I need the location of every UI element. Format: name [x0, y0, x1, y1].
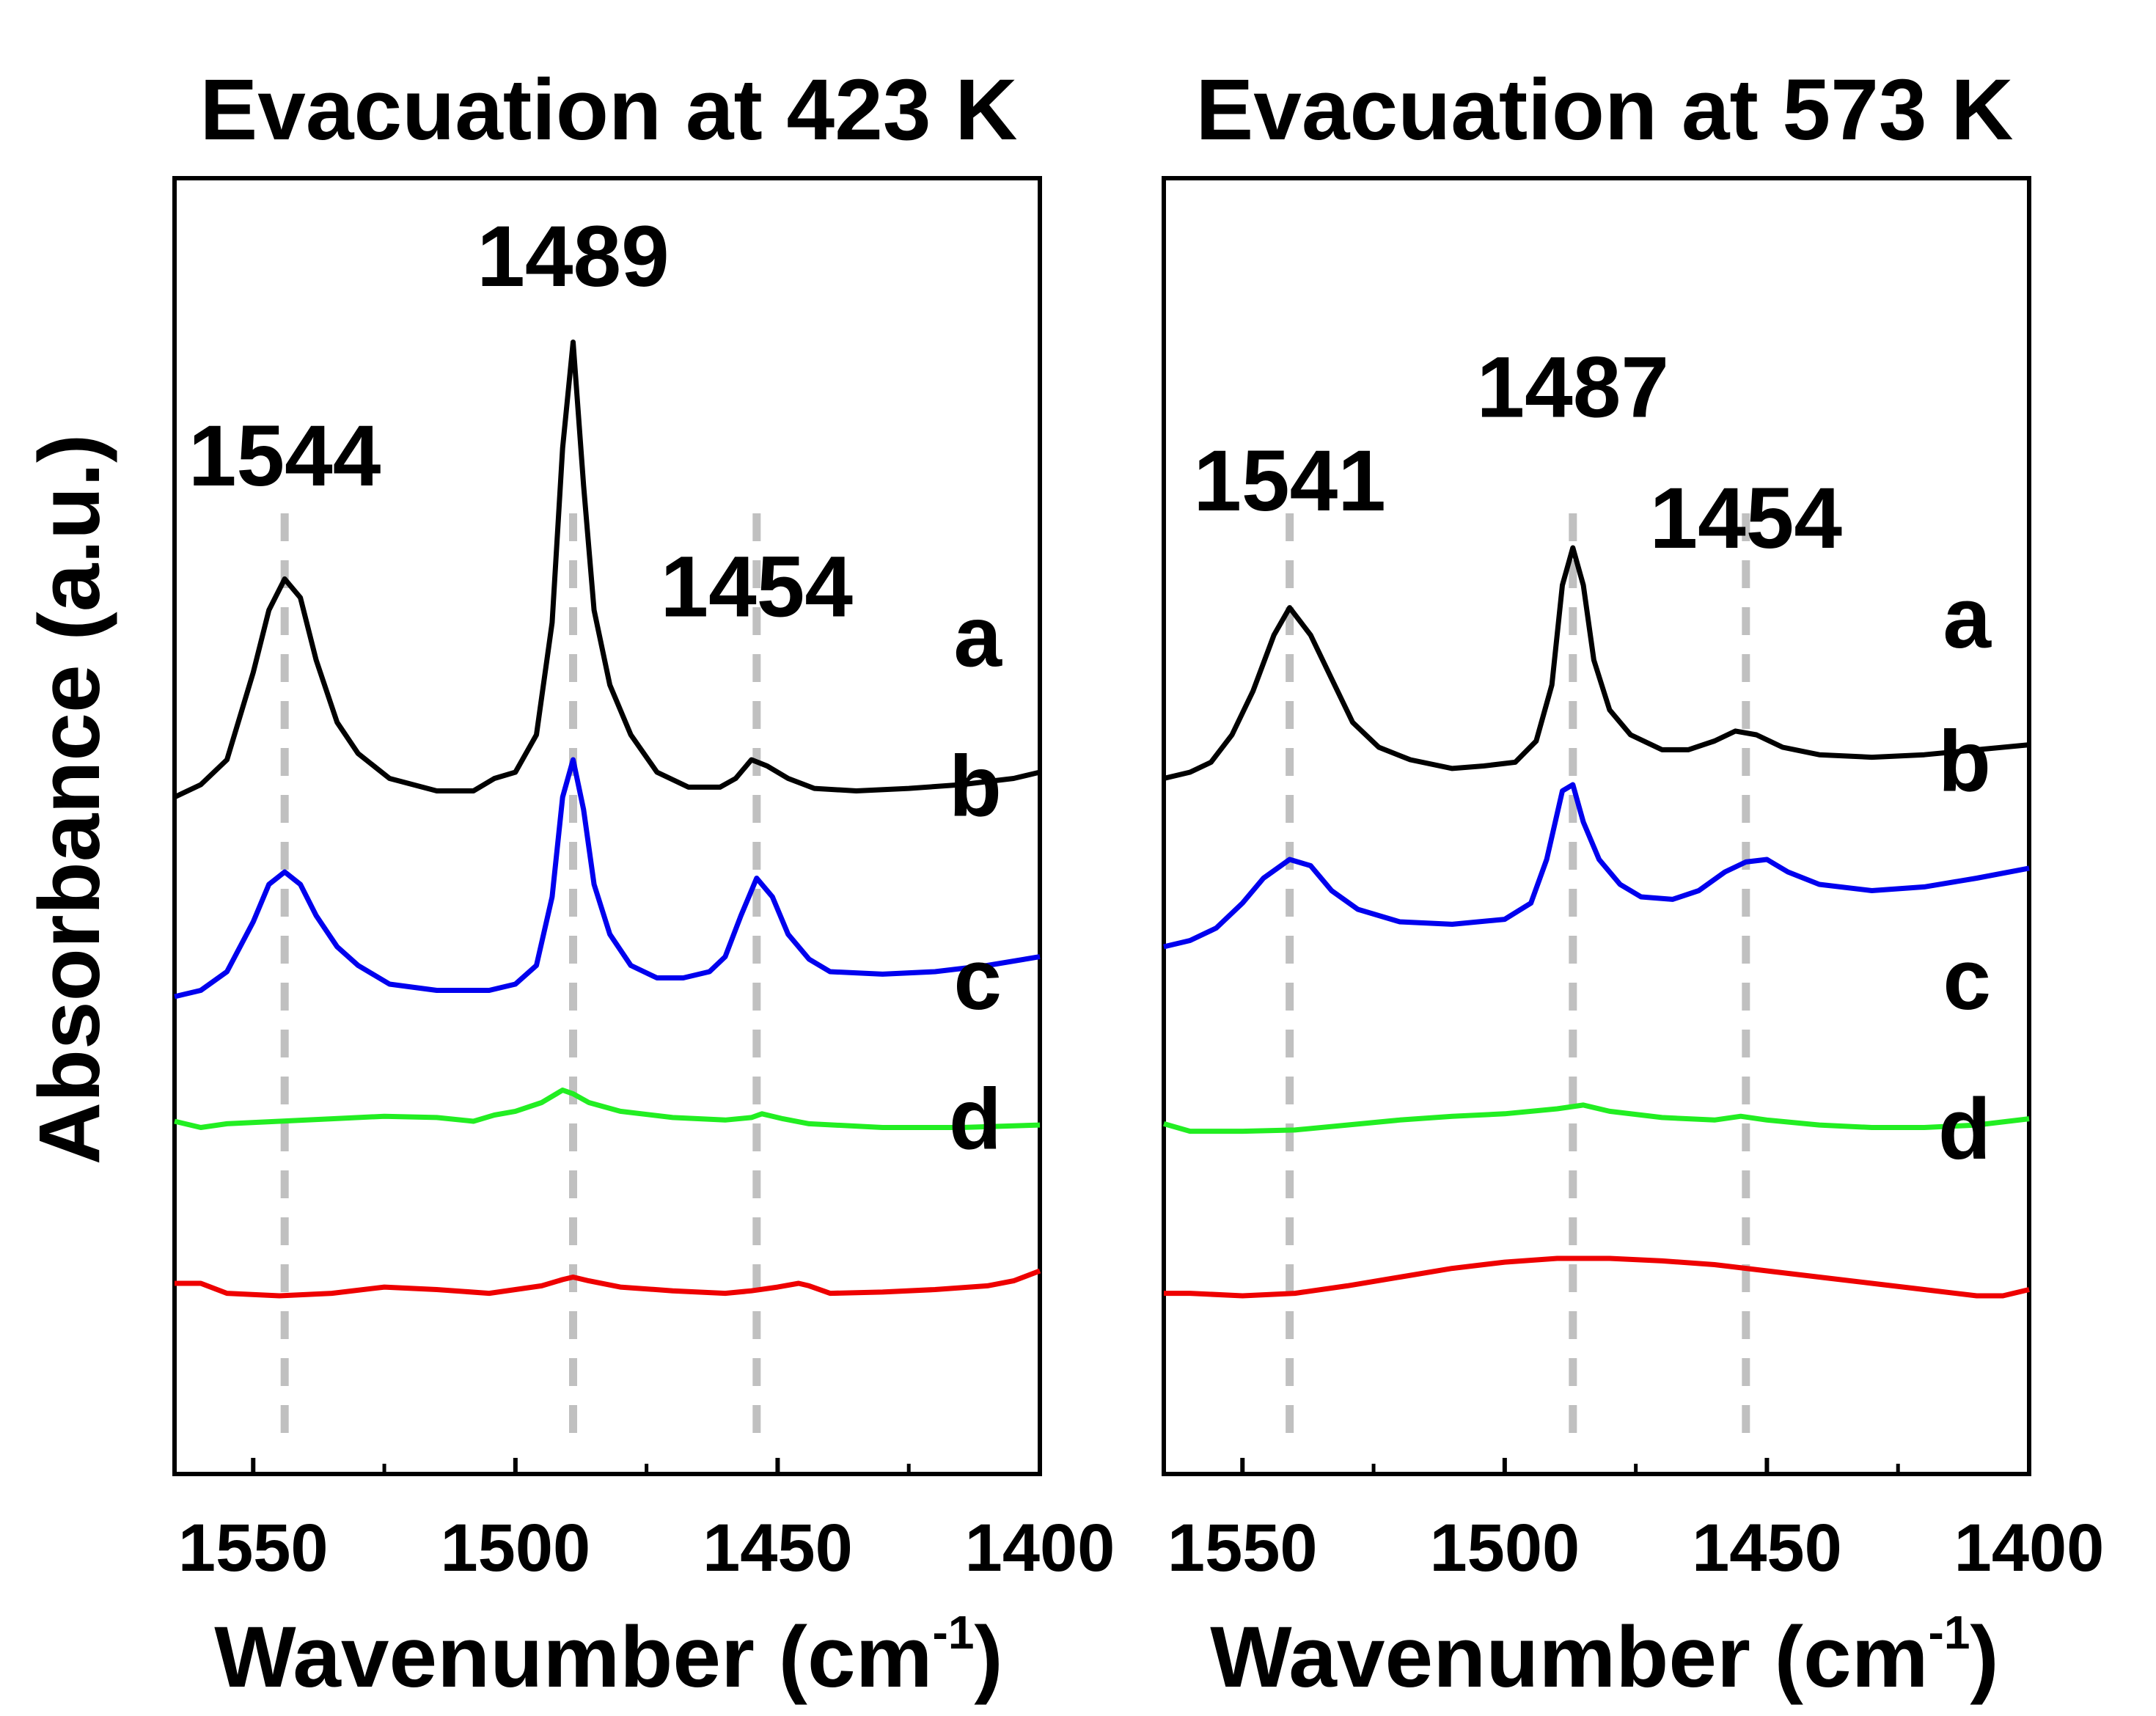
- plot-frame: [1162, 176, 2031, 1476]
- series-d-line: [175, 1268, 1041, 1299]
- series-c-label: c: [1943, 931, 1991, 1028]
- series-b-label: b: [1938, 714, 1991, 810]
- x-tick-label: 1500: [1430, 1511, 1580, 1585]
- x-tick-label: 1500: [441, 1511, 591, 1585]
- x-tick-label: 1450: [703, 1511, 853, 1585]
- series-a-line: [173, 340, 1041, 800]
- plot-frame: [172, 176, 1042, 1476]
- panel-573k: Evacuation at 573 K ab cd 1541 1487 1454 15…: [1162, 62, 2105, 1706]
- x-axis-label: Wavenumber (cm-1): [214, 1606, 1002, 1706]
- panel-title: Evacuation at 573 K: [1196, 62, 2014, 158]
- x-tick-label: 1550: [178, 1511, 329, 1585]
- x-tick-label: 1550: [1167, 1511, 1318, 1585]
- peak-label: 1544: [188, 408, 381, 505]
- peak-label: 1454: [661, 539, 854, 636]
- series-c-line: [1163, 1102, 2030, 1134]
- series-b-line: [174, 757, 1041, 1000]
- peak-label: 1487: [1477, 340, 1670, 436]
- x-axis-label: Wavenumber (cm-1): [1210, 1606, 1998, 1706]
- series-b-label: b: [949, 738, 1002, 835]
- series-d-line: [1164, 1255, 2030, 1299]
- x-tick-label: 1450: [1692, 1511, 1842, 1585]
- series-b-line: [1163, 782, 2030, 950]
- peak-label: 1541: [1193, 433, 1386, 529]
- x-tick-label: 1400: [1954, 1511, 2105, 1585]
- series-c-line: [174, 1088, 1041, 1130]
- series-d-label: d: [949, 1071, 1002, 1167]
- peak-label: 1454: [1650, 470, 1843, 567]
- series-a-line: [1163, 545, 2030, 781]
- series-a-label: a: [953, 589, 1002, 686]
- panel-title: Evacuation at 423 K: [200, 62, 1018, 158]
- y-axis-label: Absorbance (a.u.): [21, 434, 118, 1165]
- series-d-label: d: [1938, 1081, 1991, 1178]
- peak-label: 1489: [477, 208, 670, 305]
- x-tick-label: 1400: [965, 1511, 1115, 1585]
- series-c-label: c: [953, 931, 1002, 1028]
- series-a-label: a: [1943, 570, 1992, 667]
